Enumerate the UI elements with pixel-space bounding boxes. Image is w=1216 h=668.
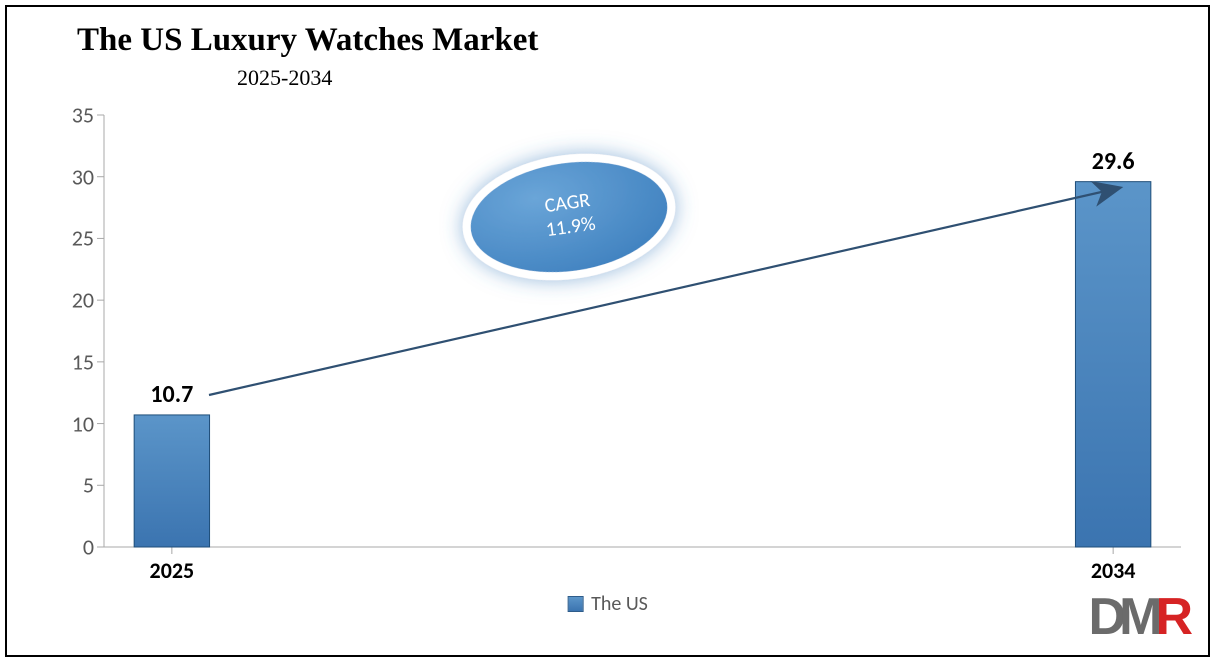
bar-value-label: 29.6 — [1092, 147, 1135, 176]
y-tick-label: 15 — [44, 348, 94, 375]
y-tick-label: 35 — [44, 102, 94, 129]
y-tick-label: 10 — [44, 410, 94, 437]
y-tick-label: 20 — [44, 287, 94, 314]
legend: The US — [567, 592, 648, 616]
chart-subtitle: 2025-2034 — [237, 65, 332, 91]
bar-value-label: 10.7 — [150, 380, 193, 409]
dmr-logo: D M R — [1089, 587, 1190, 647]
logo-m: M — [1119, 587, 1159, 647]
x-tick-label: 2025 — [150, 557, 195, 584]
chart-svg — [104, 115, 1181, 547]
y-tick-label: 5 — [44, 472, 94, 499]
logo-d: D — [1089, 587, 1124, 647]
logo-r: R — [1155, 587, 1190, 647]
y-tick-label: 25 — [44, 225, 94, 252]
y-tick-label: 0 — [44, 534, 94, 561]
chart-frame: The US Luxury Watches Market 2025-2034 — [5, 5, 1210, 657]
x-tick-label: 2034 — [1091, 557, 1136, 584]
chart-title: The US Luxury Watches Market — [77, 22, 538, 59]
y-tick-label: 30 — [44, 163, 94, 190]
plot-area — [104, 115, 1181, 547]
legend-label: The US — [591, 592, 648, 616]
legend-swatch — [567, 596, 583, 612]
